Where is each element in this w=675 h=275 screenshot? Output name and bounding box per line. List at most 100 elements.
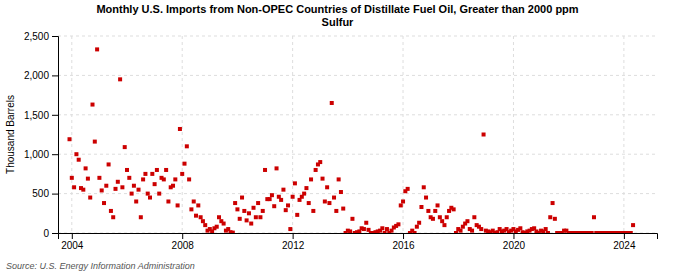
- point: [70, 176, 74, 180]
- point: [362, 227, 366, 231]
- point: [150, 172, 154, 176]
- point: [422, 185, 426, 189]
- point: [97, 176, 101, 180]
- point: [465, 219, 469, 223]
- grid-line-y: [58, 75, 657, 76]
- point: [185, 144, 189, 148]
- point: [417, 221, 421, 225]
- point: [272, 204, 276, 208]
- grid-line-x: [182, 36, 183, 233]
- point: [180, 172, 184, 176]
- point: [130, 192, 134, 196]
- point: [164, 168, 168, 172]
- point: [68, 137, 72, 141]
- y-tick: 1,000: [24, 149, 58, 160]
- point: [438, 215, 442, 219]
- point: [399, 203, 403, 207]
- point: [304, 186, 308, 190]
- x-tick-label: 2008: [172, 240, 195, 251]
- y-axis-line: [52, 37, 59, 234]
- point: [431, 217, 435, 221]
- point: [233, 201, 237, 205]
- point: [196, 203, 200, 207]
- x-tick-label: 2016: [392, 240, 415, 251]
- point: [77, 158, 81, 162]
- point: [84, 166, 88, 170]
- point: [440, 219, 444, 223]
- grid-line-y: [58, 36, 657, 37]
- point: [238, 217, 242, 221]
- point: [337, 177, 341, 181]
- point: [111, 215, 115, 219]
- y-tick-mark: [52, 154, 58, 155]
- grid-line-x: [623, 36, 624, 233]
- point: [143, 172, 147, 176]
- point: [113, 187, 117, 191]
- point: [247, 211, 251, 215]
- point: [242, 209, 246, 213]
- point: [258, 215, 262, 219]
- point: [406, 187, 410, 191]
- point: [254, 215, 258, 219]
- point: [341, 207, 345, 211]
- x-axis-line: [59, 234, 658, 240]
- y-tick-label: 2,000: [24, 70, 49, 81]
- point: [107, 162, 111, 166]
- point: [178, 127, 182, 131]
- point: [419, 205, 423, 209]
- point: [323, 199, 327, 203]
- point: [472, 215, 476, 219]
- y-tick: 2,000: [24, 70, 58, 81]
- point: [199, 215, 203, 219]
- point: [157, 192, 161, 196]
- point: [166, 199, 170, 203]
- x-axis: 200420082012201620202024: [59, 233, 658, 251]
- x-tick: 2016: [392, 233, 415, 251]
- point: [72, 185, 76, 189]
- point: [118, 77, 122, 81]
- point: [194, 214, 198, 218]
- point: [318, 160, 322, 164]
- point: [383, 231, 387, 233]
- point: [413, 231, 417, 233]
- point: [454, 231, 458, 233]
- point: [629, 231, 633, 233]
- point: [482, 133, 486, 137]
- x-tick: 2020: [503, 233, 526, 251]
- markers: [68, 47, 636, 233]
- point: [215, 225, 219, 229]
- point: [321, 177, 325, 181]
- grid-line-x: [292, 36, 293, 233]
- point: [479, 227, 483, 231]
- point: [123, 145, 127, 149]
- point: [334, 209, 338, 213]
- point: [93, 140, 97, 144]
- point: [252, 206, 256, 210]
- point: [284, 208, 288, 212]
- point: [442, 223, 446, 227]
- point: [327, 201, 331, 205]
- point: [445, 215, 449, 219]
- y-tick: 2,500: [24, 31, 58, 42]
- x-tick-label: 2024: [613, 240, 636, 251]
- y-axis: 05001,0001,5002,0002,500: [24, 31, 59, 239]
- point: [116, 180, 120, 184]
- point: [452, 207, 456, 211]
- point: [544, 227, 548, 231]
- point: [631, 223, 635, 227]
- x-tick-mark: [403, 233, 404, 239]
- point: [307, 201, 311, 205]
- point: [153, 182, 157, 186]
- y-tick-label: 1,000: [24, 149, 49, 160]
- point: [148, 196, 152, 200]
- y-tick-label: 500: [32, 188, 49, 199]
- point: [132, 184, 136, 188]
- x-tick-mark: [513, 233, 514, 239]
- chart: 20042008201220162020202405001,0001,5002,…: [0, 0, 675, 275]
- y-tick: 1,500: [24, 110, 58, 121]
- point: [325, 185, 329, 189]
- point: [240, 196, 244, 200]
- point: [100, 188, 104, 192]
- point: [288, 227, 292, 231]
- point: [385, 227, 389, 231]
